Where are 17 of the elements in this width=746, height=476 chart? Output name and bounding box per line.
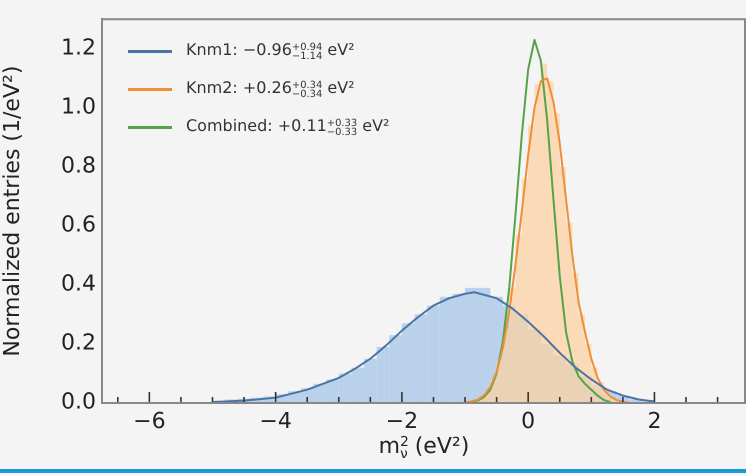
x-tick-label: −4 <box>259 408 292 434</box>
y-tick-label: 1.0 <box>61 94 96 120</box>
legend-label: Knm1: −0.96$^{+0.94}$$_{−1.14}$ eV² <box>186 40 355 62</box>
legend-label: Knm2: +0.26$^{+0.34}$$_{−0.34}$ eV² <box>186 78 355 100</box>
legend-label: Combined: +0.11$^{+0.33}$$_{−0.33}$ eV² <box>186 116 390 138</box>
y-tick-label: 1.2 <box>61 35 96 60</box>
x-tick-label: 0 <box>521 408 536 434</box>
y-tick-label: 0.6 <box>61 212 96 238</box>
x-axis-title: m$^{2}$$_{ν}$ (eV²) <box>378 434 470 462</box>
y-tick-label: 0.4 <box>61 272 96 297</box>
x-tick-label: −2 <box>386 408 418 434</box>
y-axis-title: Normalized entries (1/eV²) <box>0 66 25 357</box>
y-tick-label: 0.8 <box>61 154 96 179</box>
x-tick-label: 2 <box>647 408 662 434</box>
y-tick-label: 0.2 <box>61 330 96 356</box>
y-tick-label: 0.0 <box>61 390 96 415</box>
x-tick-label: −6 <box>133 408 166 434</box>
